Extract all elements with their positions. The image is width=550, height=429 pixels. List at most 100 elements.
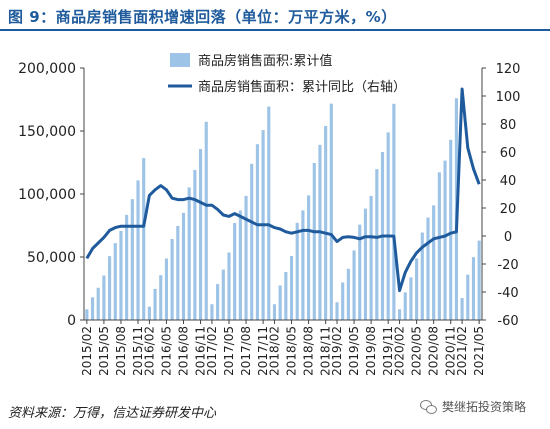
bar <box>159 275 163 320</box>
bar <box>210 304 214 320</box>
bar <box>312 163 316 320</box>
bar <box>284 271 288 320</box>
y-right-tick-label: 0 <box>504 230 512 245</box>
x-tick-label: 2016/11 <box>194 326 208 376</box>
line-series <box>85 87 481 293</box>
bar <box>85 309 89 320</box>
bar <box>90 297 95 320</box>
y-left-tick-label: 100,000 <box>18 187 76 203</box>
title-rule <box>0 29 550 31</box>
bar <box>307 195 311 320</box>
y-right-tick-label: 100 <box>496 90 521 105</box>
bar <box>238 210 242 320</box>
bar <box>301 210 305 320</box>
y-right-tick-label: 40 <box>500 174 517 189</box>
bar <box>392 103 396 320</box>
x-tick-label: 2019/05 <box>347 326 361 376</box>
legend-swatch-bar <box>170 53 190 67</box>
y-right-tick-label: 120 <box>496 62 521 77</box>
bar <box>409 277 413 320</box>
bar <box>181 212 186 320</box>
bar <box>466 274 470 320</box>
x-tick-label: 2018/05 <box>285 326 299 376</box>
bar <box>460 298 464 320</box>
x-tick-label: 2016/08 <box>177 326 191 376</box>
x-tick-label: 2018/02 <box>267 326 281 376</box>
bar <box>113 243 117 320</box>
bar <box>335 302 339 320</box>
x-tick-label: 2020/11 <box>444 326 458 376</box>
bar <box>272 304 277 320</box>
bar <box>471 257 476 320</box>
x-tick-label: 2017/05 <box>222 326 236 376</box>
bar <box>244 195 248 320</box>
x-tick-label: 2016/05 <box>159 326 173 376</box>
bar <box>477 240 481 320</box>
figure-title: 图 9：商品房销售面积增速回落（单位：万平方米，%） <box>8 8 397 26</box>
bar <box>352 250 356 320</box>
bar <box>386 132 390 320</box>
bar <box>397 309 402 320</box>
source-note: 资料来源：万得，信达证券研发中心 <box>8 406 217 421</box>
bar <box>102 275 106 320</box>
x-tick-label: 2020/08 <box>427 326 441 376</box>
x-tick-label: 2017/02 <box>205 326 219 376</box>
bar <box>125 214 129 320</box>
x-tick-label: 2016/02 <box>142 326 156 376</box>
bar <box>403 292 407 320</box>
x-tick-label: 2019/11 <box>381 326 395 376</box>
y-right-tick-label: -40 <box>497 286 518 301</box>
bar-series <box>85 98 481 321</box>
bar <box>437 172 441 320</box>
bar <box>130 199 134 320</box>
legend-label-bar: 商品房销售面积:累计值 <box>198 53 332 69</box>
x-tick-label: 2015/11 <box>131 326 145 376</box>
x-tick-label: 2015/05 <box>97 326 111 376</box>
bar <box>375 169 379 320</box>
bar <box>227 252 231 320</box>
bar <box>415 258 419 320</box>
legend-label-line: 商品房销售面积：累计同比（右轴） <box>198 79 406 95</box>
y-left-tick-label: 0 <box>67 313 76 329</box>
x-tick-label: 2020/05 <box>410 326 424 376</box>
bar <box>289 255 294 320</box>
bar <box>119 230 123 320</box>
axes: 050,000100,000150,000200,000-60-40-20020… <box>18 61 520 376</box>
watermark-text: 樊继拓投资策略 <box>442 400 527 414</box>
bar <box>420 232 424 320</box>
y-right-tick-label: 80 <box>500 118 517 133</box>
bar <box>449 139 453 320</box>
x-tick-label: 2018/08 <box>302 326 316 376</box>
bar <box>142 158 146 320</box>
x-tick-label: 2015/08 <box>114 326 128 376</box>
bar <box>341 282 345 320</box>
bar <box>295 222 299 320</box>
bar <box>153 288 157 320</box>
bar <box>170 238 174 320</box>
bar <box>216 284 220 320</box>
y-right-tick-label: 60 <box>500 146 517 161</box>
x-tick-label: 2017/11 <box>256 326 270 376</box>
bar <box>358 224 362 320</box>
bar <box>329 103 333 321</box>
y-left-tick-label: 50,000 <box>27 250 76 266</box>
wechat-icon <box>420 399 438 414</box>
bar <box>136 180 140 320</box>
bar <box>193 170 197 320</box>
bar <box>164 258 169 320</box>
bar <box>369 195 373 320</box>
y-right-tick-label: -20 <box>497 258 518 273</box>
x-tick-label: 2021/02 <box>455 326 469 376</box>
line-path <box>85 87 481 293</box>
bar <box>426 217 430 320</box>
x-tick-label: 2020/02 <box>393 326 407 376</box>
bar <box>278 285 282 320</box>
y-right-tick-label: -60 <box>497 314 518 329</box>
x-tick-label: 2017/08 <box>239 326 253 376</box>
bar <box>176 225 180 320</box>
x-tick-label: 2019/08 <box>364 326 378 376</box>
bar <box>267 106 271 320</box>
